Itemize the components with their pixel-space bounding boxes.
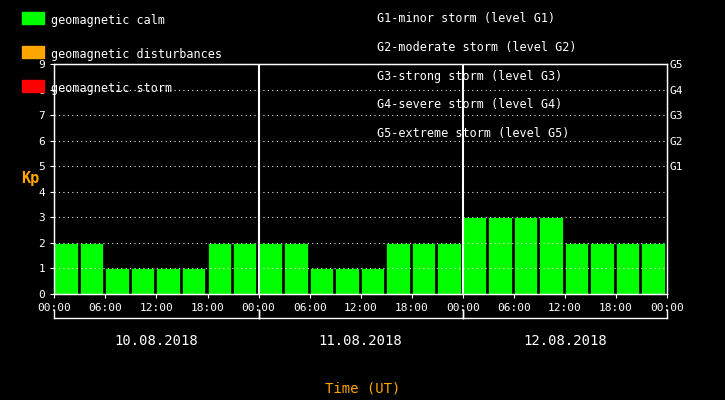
Bar — [539, 217, 563, 294]
Bar — [182, 268, 205, 294]
Bar — [284, 243, 307, 294]
Text: Kp: Kp — [21, 172, 39, 186]
Bar — [360, 268, 384, 294]
Bar — [310, 268, 333, 294]
Bar — [463, 217, 486, 294]
Bar — [335, 268, 359, 294]
Bar — [565, 243, 588, 294]
Bar — [207, 243, 231, 294]
Bar — [157, 268, 180, 294]
Text: G5-extreme storm (level G5): G5-extreme storm (level G5) — [377, 127, 569, 140]
Text: 12.08.2018: 12.08.2018 — [523, 334, 607, 348]
Text: G4-severe storm (level G4): G4-severe storm (level G4) — [377, 98, 563, 111]
Text: G1-minor storm (level G1): G1-minor storm (level G1) — [377, 12, 555, 25]
Bar — [616, 243, 639, 294]
Bar — [642, 243, 665, 294]
Bar — [386, 243, 410, 294]
Bar — [105, 268, 129, 294]
Text: geomagnetic calm: geomagnetic calm — [51, 14, 165, 27]
Text: geomagnetic disturbances: geomagnetic disturbances — [51, 48, 222, 61]
Bar — [80, 243, 103, 294]
Bar — [131, 268, 154, 294]
Bar — [233, 243, 257, 294]
Text: G2-moderate storm (level G2): G2-moderate storm (level G2) — [377, 41, 576, 54]
Bar — [489, 217, 512, 294]
Bar — [514, 217, 537, 294]
Bar — [412, 243, 435, 294]
Bar — [54, 243, 78, 294]
Bar — [590, 243, 614, 294]
Text: 10.08.2018: 10.08.2018 — [115, 334, 199, 348]
Text: 11.08.2018: 11.08.2018 — [319, 334, 402, 348]
Text: Time (UT): Time (UT) — [325, 382, 400, 396]
Text: geomagnetic storm: geomagnetic storm — [51, 82, 172, 95]
Text: G3-strong storm (level G3): G3-strong storm (level G3) — [377, 70, 563, 83]
Bar — [437, 243, 460, 294]
Bar — [259, 243, 282, 294]
